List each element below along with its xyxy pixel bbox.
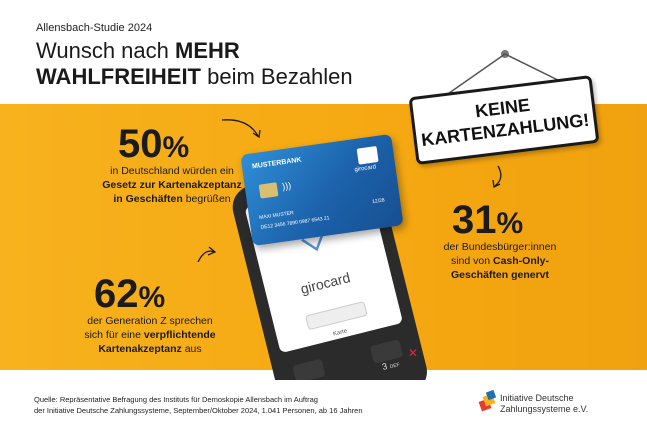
stat-text-regular: aus: [181, 343, 202, 355]
ids-logo-icon: [478, 390, 497, 412]
logo-line-2: Zahlungssysteme e.V.: [500, 404, 589, 414]
stat-text-bold: Cash-Only-: [493, 255, 550, 267]
stat-unit: %: [496, 207, 524, 240]
stat-text-bold: Geschäften genervt: [450, 269, 550, 281]
stat-value: 62: [94, 272, 139, 316]
source-note: Quelle: Repräsentative Befragung des Ins…: [34, 394, 363, 416]
source-line-1: Quelle: Repräsentative Befragung des Ins…: [34, 395, 318, 404]
stat-text-bold: verpflichtende: [143, 329, 216, 341]
stat-text-line: der Generation Z sprechen: [87, 315, 213, 327]
cancel-key-icon: ✕: [408, 346, 419, 360]
stat-62-text: der Generation Z sprechen sich für eine …: [40, 314, 260, 356]
stat-unit: %: [162, 131, 190, 164]
stat-62: 62%: [94, 274, 165, 318]
stat-text-line: der Bundesbürger:innen: [443, 241, 557, 253]
headline-regular: Wunsch nach: [36, 38, 176, 63]
stat-value: 50: [118, 122, 163, 166]
stat-value: 31: [452, 198, 497, 242]
stat-text-bold: Kartenakzeptanz: [98, 343, 182, 355]
headline-regular-2: beim Bezahlen: [201, 64, 353, 89]
stat-text-line: in Deutschland würden ein: [110, 165, 234, 177]
stat-31: 31%: [452, 200, 523, 244]
stat-text-regular: sich für eine: [84, 329, 144, 341]
stat-text-regular: sind von: [450, 255, 493, 267]
headline-line2: WAHLFREIHEIT beim Bezahlen: [36, 64, 353, 90]
stat-50: 50%: [118, 124, 189, 168]
stat-text-bold: Gesetz zur Kartenakzeptanz: [102, 179, 242, 191]
headline-bold-2: WAHLFREIHEIT: [36, 64, 201, 89]
headline-bold: MEHR: [175, 38, 240, 63]
headline-line1: Wunsch nach MEHR: [36, 38, 240, 64]
stat-text-bold: in Geschäften: [113, 193, 183, 205]
stat-31-text: der Bundesbürger:innen sind von Cash-Onl…: [400, 240, 600, 282]
stat-unit: %: [138, 281, 166, 314]
logo-line-1: Initiative Deutsche: [500, 393, 574, 403]
ids-logo-text: Initiative Deutsche Zahlungssysteme e.V.: [500, 393, 588, 415]
stat-50-text: in Deutschland würden ein Gesetz zur Kar…: [62, 164, 282, 206]
source-line-2: der Initiative Deutsche Zahlungssysteme,…: [34, 406, 363, 415]
study-label: Allensbach-Studie 2024: [36, 22, 153, 34]
stat-text-regular: begrüßen: [182, 193, 231, 205]
